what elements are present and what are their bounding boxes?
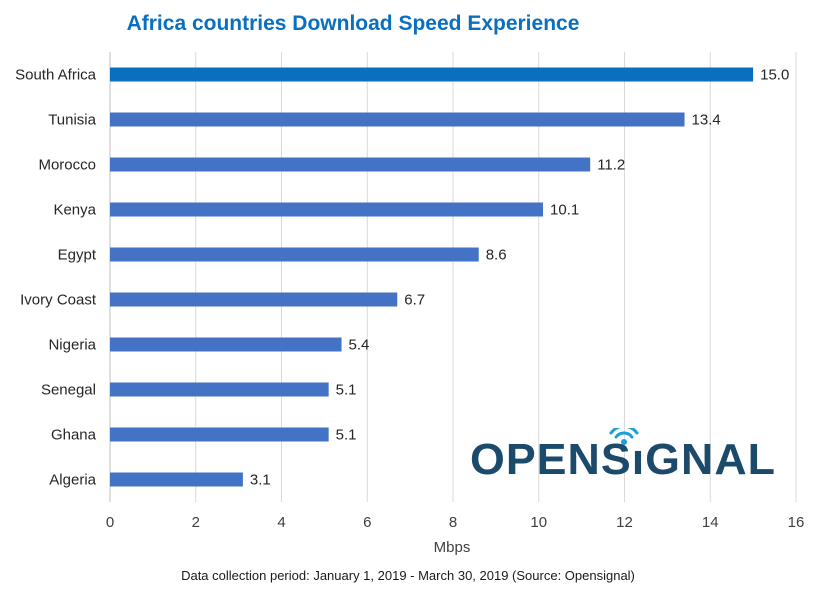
footnote: Data collection period: January 1, 2019 … xyxy=(181,568,635,583)
bar xyxy=(110,202,544,217)
category-label: Morocco xyxy=(38,157,96,174)
data-label: 5.4 xyxy=(349,337,370,354)
data-label: 13.4 xyxy=(692,112,721,129)
signal-wave-icon xyxy=(609,428,639,445)
category-label: Tunisia xyxy=(48,112,96,129)
bar xyxy=(110,472,243,487)
x-tick-label: 8 xyxy=(449,514,457,531)
category-label: Egypt xyxy=(58,247,97,264)
data-label: 5.1 xyxy=(336,427,357,444)
category-label: Senegal xyxy=(41,382,96,399)
data-label: 10.1 xyxy=(550,202,579,219)
bar xyxy=(110,247,479,262)
x-tick-label: 16 xyxy=(788,514,805,531)
category-label: South Africa xyxy=(15,67,97,84)
category-label: Ivory Coast xyxy=(20,292,97,309)
x-tick-label: 10 xyxy=(530,514,547,531)
opensignal-logo: OPENSıGNAL xyxy=(470,428,775,480)
x-axis-title: Mbps xyxy=(434,539,471,556)
bar xyxy=(110,427,329,442)
data-label: 6.7 xyxy=(404,292,425,309)
bars xyxy=(110,67,754,487)
grid-lines xyxy=(109,52,797,502)
chart-title: Africa countries Download Speed Experien… xyxy=(126,12,580,35)
category-label: Kenya xyxy=(53,202,96,219)
x-tick-label: 0 xyxy=(106,514,114,531)
x-tick-label: 14 xyxy=(702,514,719,531)
x-tick-label: 12 xyxy=(616,514,633,531)
category-label: Algeria xyxy=(49,472,96,489)
category-label: Ghana xyxy=(51,427,97,444)
x-tick-label: 4 xyxy=(277,514,285,531)
bar xyxy=(110,292,398,307)
data-label: 5.1 xyxy=(336,382,357,399)
data-label: 11.2 xyxy=(597,157,625,174)
data-label: 3.1 xyxy=(250,472,271,489)
x-tick-label: 6 xyxy=(363,514,371,531)
labels: 0 2 4 6 8 10 12 14 16 South Africa 15.0 Tunisia 13.4… xyxy=(15,67,804,532)
x-tick-label: 2 xyxy=(192,514,200,531)
category-label: Nigeria xyxy=(48,337,96,354)
bar xyxy=(110,157,591,172)
data-label: 8.6 xyxy=(486,247,507,264)
bar xyxy=(110,382,329,397)
bar xyxy=(110,112,685,127)
data-label: 15.0 xyxy=(760,67,789,84)
bar xyxy=(110,67,754,82)
bar xyxy=(110,337,342,352)
